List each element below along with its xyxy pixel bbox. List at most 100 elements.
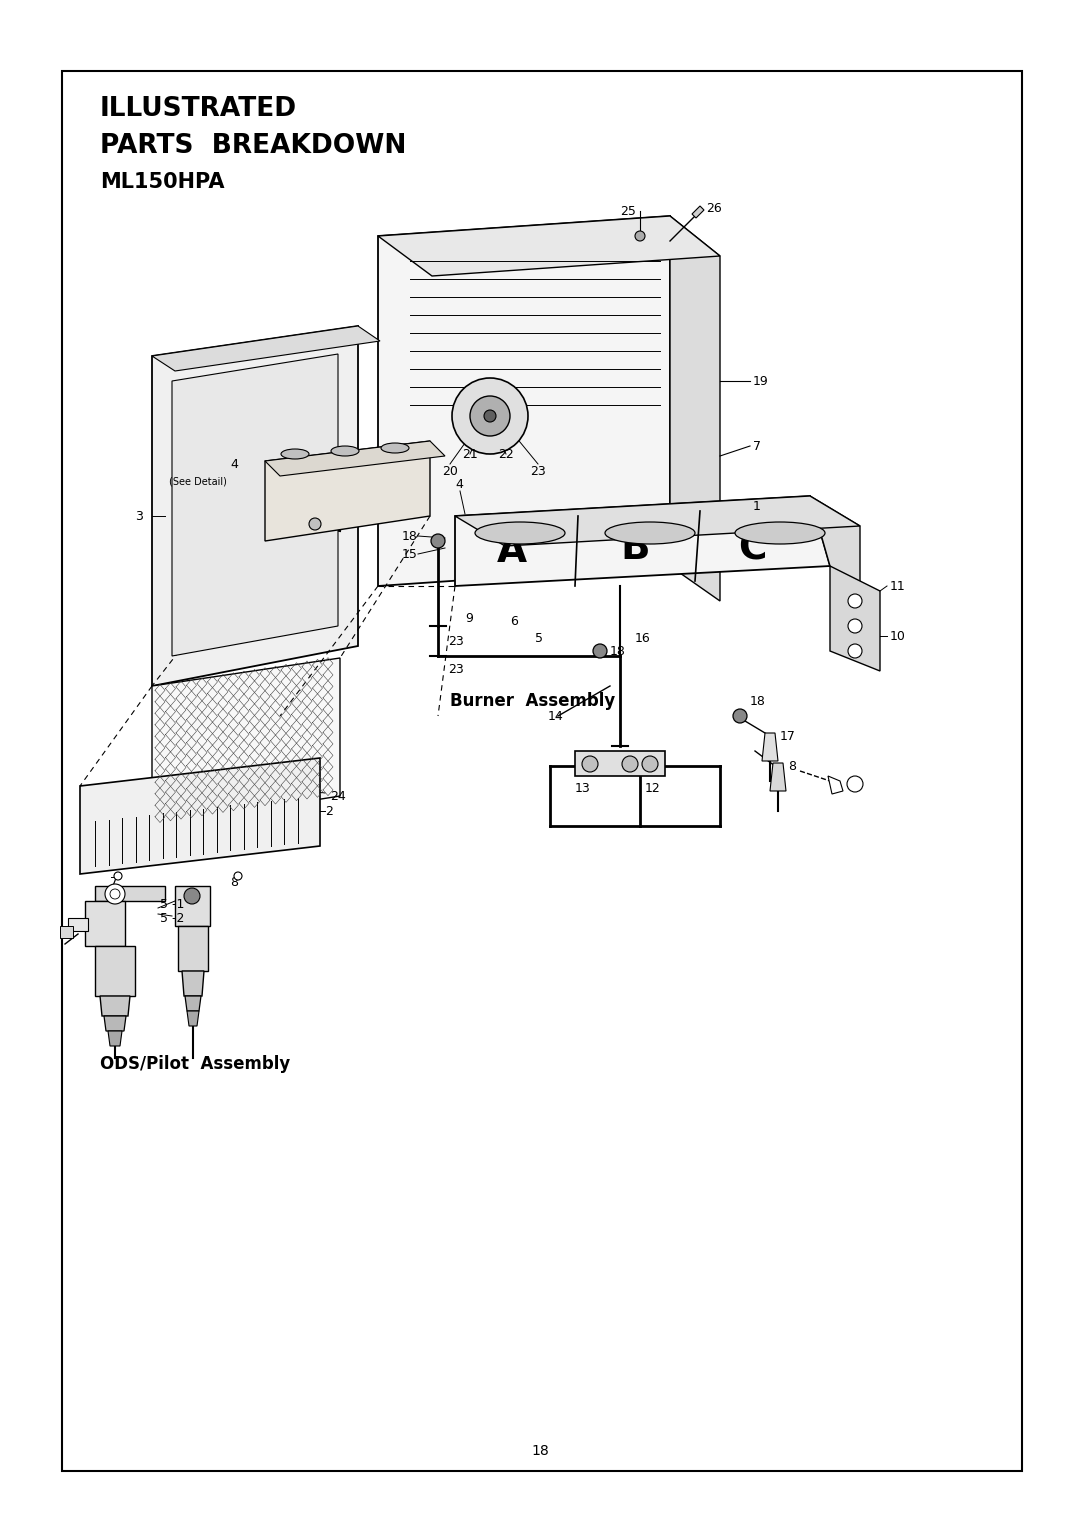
Polygon shape [265, 441, 445, 476]
Polygon shape [172, 354, 338, 656]
Polygon shape [831, 566, 880, 671]
Ellipse shape [281, 449, 309, 459]
Text: 17: 17 [780, 729, 796, 743]
Polygon shape [828, 777, 843, 794]
Text: 2: 2 [325, 804, 333, 818]
Polygon shape [770, 763, 786, 790]
Polygon shape [455, 496, 860, 546]
Polygon shape [104, 1016, 126, 1032]
Polygon shape [175, 887, 210, 926]
Circle shape [847, 777, 863, 792]
Polygon shape [185, 996, 201, 1012]
Text: 18: 18 [531, 1444, 549, 1457]
Circle shape [642, 755, 658, 772]
Polygon shape [152, 658, 340, 826]
Circle shape [431, 534, 445, 548]
Ellipse shape [381, 443, 409, 453]
Ellipse shape [735, 522, 825, 543]
Text: A: A [497, 533, 527, 571]
Text: ODS/Pilot  Assembly: ODS/Pilot Assembly [100, 1054, 291, 1073]
Text: 8: 8 [230, 876, 238, 888]
Text: ILLUSTRATED: ILLUSTRATED [100, 96, 297, 122]
Text: 4: 4 [455, 478, 463, 490]
Circle shape [593, 644, 607, 658]
Polygon shape [60, 926, 73, 938]
Text: 9: 9 [465, 612, 473, 624]
Circle shape [848, 594, 862, 607]
Text: 8: 8 [788, 760, 796, 772]
Bar [62, 72, 1022, 1471]
Text: ML150HPA: ML150HPA [100, 172, 225, 192]
Text: 19: 19 [753, 374, 769, 388]
Text: 1: 1 [753, 499, 761, 513]
Text: 20: 20 [442, 464, 458, 478]
Polygon shape [762, 732, 778, 761]
Circle shape [733, 710, 747, 723]
Text: 23: 23 [448, 635, 463, 647]
Polygon shape [575, 751, 665, 777]
Text: 12: 12 [645, 781, 661, 795]
Text: 5 -1: 5 -1 [160, 897, 185, 911]
Polygon shape [85, 900, 125, 946]
Text: 7: 7 [110, 876, 118, 888]
Polygon shape [810, 496, 860, 597]
Text: Burner  Assembly: Burner Assembly [450, 691, 616, 710]
Text: C: C [738, 530, 766, 568]
Circle shape [105, 884, 125, 903]
Polygon shape [183, 971, 204, 996]
Text: (See Detail): (See Detail) [170, 476, 227, 485]
Text: 10: 10 [890, 630, 906, 642]
Text: 15: 15 [402, 548, 418, 560]
Circle shape [470, 397, 510, 436]
Text: 5 -2: 5 -2 [160, 911, 185, 925]
Text: 23: 23 [530, 464, 545, 478]
Text: 14: 14 [548, 710, 564, 722]
Circle shape [184, 888, 200, 903]
Text: B: B [620, 530, 650, 568]
Text: 18: 18 [750, 694, 766, 708]
Circle shape [114, 871, 122, 881]
Ellipse shape [605, 522, 696, 543]
Circle shape [635, 230, 645, 241]
Text: 18: 18 [610, 644, 626, 658]
Polygon shape [670, 217, 720, 601]
Text: 16: 16 [635, 632, 651, 644]
Polygon shape [152, 327, 380, 371]
Text: PARTS  BREAKDOWN: PARTS BREAKDOWN [100, 133, 406, 159]
Polygon shape [378, 217, 670, 586]
Text: 18: 18 [402, 530, 418, 543]
Ellipse shape [330, 446, 359, 456]
Circle shape [110, 890, 120, 899]
Polygon shape [692, 206, 704, 218]
Text: 11: 11 [890, 580, 906, 592]
Circle shape [848, 620, 862, 633]
Polygon shape [100, 996, 130, 1016]
Circle shape [622, 755, 638, 772]
Circle shape [582, 755, 598, 772]
Polygon shape [187, 1012, 199, 1025]
Polygon shape [378, 217, 720, 276]
Text: 7: 7 [753, 439, 761, 453]
Text: 22: 22 [498, 447, 514, 461]
Text: 23: 23 [448, 662, 463, 676]
Text: 13: 13 [575, 781, 591, 795]
Polygon shape [95, 887, 165, 900]
Circle shape [484, 410, 496, 423]
Circle shape [453, 378, 528, 455]
Circle shape [309, 517, 321, 530]
Circle shape [234, 871, 242, 881]
Text: 4: 4 [230, 458, 238, 470]
Polygon shape [455, 496, 831, 586]
Text: 24: 24 [330, 789, 346, 803]
Text: 6: 6 [510, 615, 518, 627]
Text: 26: 26 [706, 201, 721, 215]
Polygon shape [108, 1032, 122, 1045]
Circle shape [848, 644, 862, 658]
Text: 5: 5 [535, 632, 543, 644]
Polygon shape [68, 919, 87, 931]
Polygon shape [265, 441, 430, 542]
Ellipse shape [475, 522, 565, 543]
Polygon shape [178, 926, 208, 971]
Text: 3: 3 [135, 510, 143, 522]
Polygon shape [80, 758, 320, 874]
